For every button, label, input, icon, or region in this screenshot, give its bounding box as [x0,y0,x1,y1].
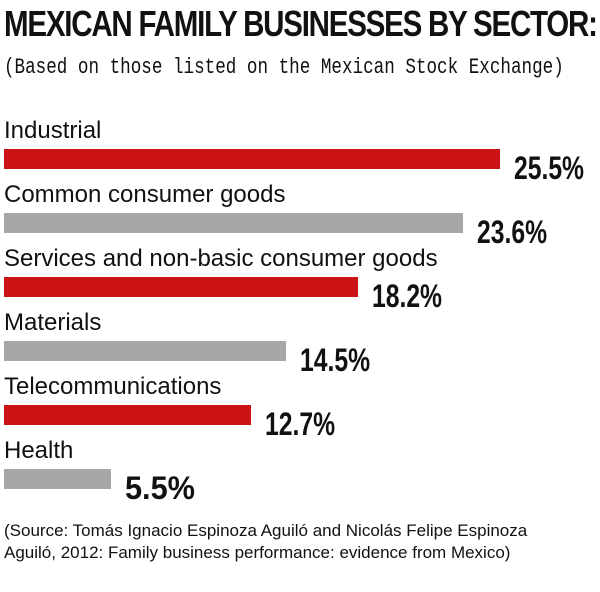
chart-title: MEXICAN FAMILY BUSINESSES BY SECTOR: [4,3,598,44]
category-label: Common consumer goods [4,181,285,208]
source-note: (Source: Tomás Ignacio Espinoza Aguiló a… [4,521,528,562]
value-label: 25.5% [514,150,584,186]
category-label: Industrial [4,117,101,144]
value-label: 5.5% [125,470,195,506]
category-label: Services and non-basic consumer goods [4,245,438,272]
bar [4,469,111,489]
value-label: 14.5% [300,342,370,378]
bar [4,149,500,169]
value-label: 18.2% [372,278,442,314]
bar [4,341,287,361]
category-label: Health [4,437,73,464]
category-label: Telecommunications [4,373,221,400]
bar [4,277,359,297]
bar [4,405,252,425]
bar [4,213,464,233]
category-label: Materials [4,309,101,336]
chart-subtitle: (Based on those listed on the Mexican St… [4,55,564,80]
bar-chart: Industrial 25.5% Common consumer goods 23.6… [4,117,584,506]
value-label: 12.7% [265,406,335,442]
value-label: 23.6% [477,214,547,250]
